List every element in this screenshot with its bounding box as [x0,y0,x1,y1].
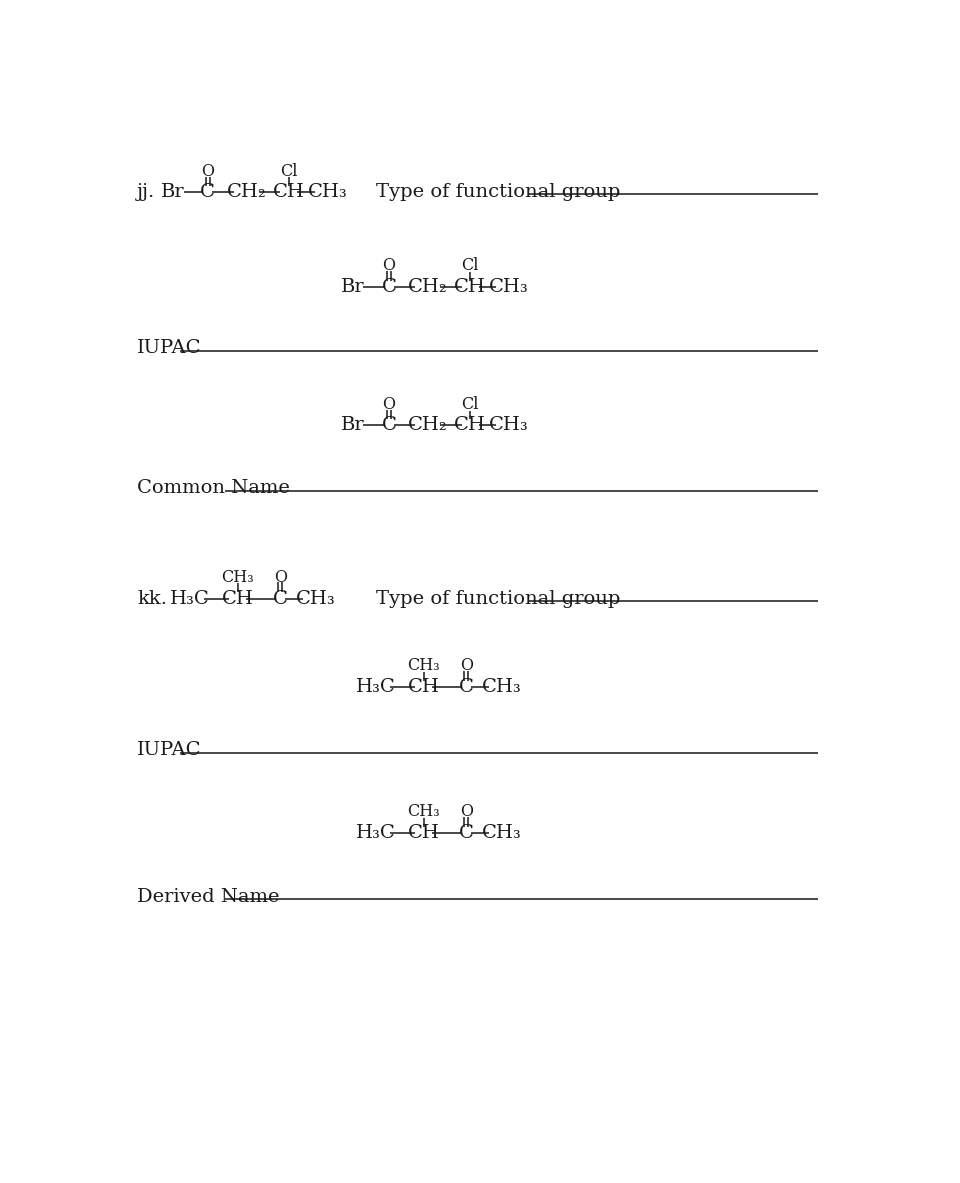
Text: CH₂: CH₂ [408,416,447,434]
Text: CH₃: CH₃ [308,183,348,201]
Text: Br: Br [341,416,364,434]
Text: O: O [382,396,396,413]
Text: H₃C: H₃C [170,589,209,608]
Text: CH₂: CH₂ [408,278,447,296]
Text: C: C [459,678,474,696]
Text: CH₃: CH₃ [482,678,522,696]
Text: Br: Br [161,183,184,201]
Text: O: O [382,258,396,274]
Text: CH₃: CH₃ [490,416,529,434]
Text: O: O [460,803,473,820]
Text: O: O [274,569,287,586]
Text: kk.: kk. [137,589,167,608]
Text: Br: Br [341,278,364,296]
Text: O: O [460,657,473,674]
Text: Cl: Cl [462,258,479,274]
Text: C: C [459,825,474,842]
Text: CH: CH [273,183,305,201]
Text: H₃C: H₃C [356,678,396,696]
Text: CH₃: CH₃ [407,657,441,674]
Text: CH₃: CH₃ [297,589,336,608]
Text: CH: CH [408,678,440,696]
Text: C: C [273,589,288,608]
Text: CH₃: CH₃ [222,569,254,586]
Text: CH₃: CH₃ [407,803,441,820]
Text: O: O [201,163,214,180]
Text: Common Name: Common Name [137,479,290,498]
Text: CH₃: CH₃ [482,825,522,842]
Text: CH: CH [454,416,486,434]
Text: H₃C: H₃C [356,825,396,842]
Text: Type of functional group: Type of functional group [375,183,620,201]
Text: C: C [381,278,396,296]
Text: CH₂: CH₂ [227,183,266,201]
Text: CH: CH [222,589,253,608]
Text: CH₃: CH₃ [490,278,529,296]
Text: IUPAC: IUPAC [137,340,202,357]
Text: CH: CH [408,825,440,842]
Text: jj.: jj. [137,183,156,201]
Text: Cl: Cl [462,396,479,413]
Text: CH: CH [454,278,486,296]
Text: C: C [200,183,215,201]
Text: Cl: Cl [280,163,298,180]
Text: Type of functional group: Type of functional group [375,589,620,608]
Text: IUPAC: IUPAC [137,742,202,759]
Text: C: C [381,416,396,434]
Text: Derived Name: Derived Name [137,887,279,905]
